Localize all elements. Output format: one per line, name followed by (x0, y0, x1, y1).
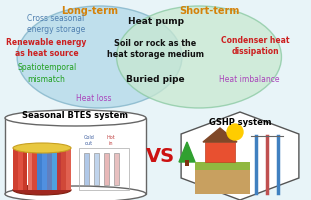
Bar (104, 153, 109, 185)
Ellipse shape (5, 110, 146, 126)
Text: Long-term: Long-term (61, 6, 118, 16)
Polygon shape (181, 112, 299, 200)
Bar (195, 170, 250, 194)
Bar (79, 148, 129, 190)
Bar (195, 162, 250, 170)
Text: Heat imbalance: Heat imbalance (219, 74, 279, 84)
Text: Renewable energy
as heat source: Renewable energy as heat source (7, 38, 87, 58)
Circle shape (227, 124, 243, 140)
Bar (84, 153, 89, 185)
Ellipse shape (117, 6, 281, 108)
Text: Seasonal BTES system: Seasonal BTES system (22, 111, 128, 120)
Bar (42, 148, 47, 190)
Ellipse shape (13, 185, 71, 195)
Bar (52, 148, 57, 190)
Bar (61, 148, 66, 190)
Text: Short-term: Short-term (179, 6, 239, 16)
Bar (18, 148, 23, 190)
Bar (37, 148, 42, 190)
Polygon shape (179, 142, 195, 162)
Ellipse shape (5, 186, 146, 200)
Bar (13, 148, 18, 190)
Text: Cold
out: Cold out (84, 135, 95, 146)
Ellipse shape (17, 6, 182, 108)
Text: Soil or rock as the
heat storage medium: Soil or rock as the heat storage medium (107, 39, 204, 59)
Bar (23, 148, 27, 190)
Bar (114, 153, 119, 185)
Text: Condenser heat
dissipation: Condenser heat dissipation (221, 36, 289, 56)
Text: VS: VS (146, 146, 174, 166)
Bar (185, 160, 189, 166)
Text: Cross seasonal
energy storage: Cross seasonal energy storage (27, 14, 85, 34)
Bar (32, 148, 37, 190)
Bar (66, 148, 71, 190)
Text: Hot
in: Hot in (107, 135, 115, 146)
Bar (47, 148, 52, 190)
Bar (57, 148, 61, 190)
Bar (5, 118, 146, 194)
Bar (94, 153, 99, 185)
Bar (27, 148, 32, 190)
Text: Spatiotemporal
mismatch: Spatiotemporal mismatch (17, 63, 76, 84)
Text: Heat loss: Heat loss (76, 94, 111, 103)
Text: Buried pipe: Buried pipe (126, 74, 185, 84)
Ellipse shape (13, 143, 71, 153)
Text: GSHP system: GSHP system (209, 118, 271, 127)
Polygon shape (203, 128, 237, 142)
Text: Heat pump: Heat pump (128, 17, 183, 26)
Bar (205, 142, 235, 162)
